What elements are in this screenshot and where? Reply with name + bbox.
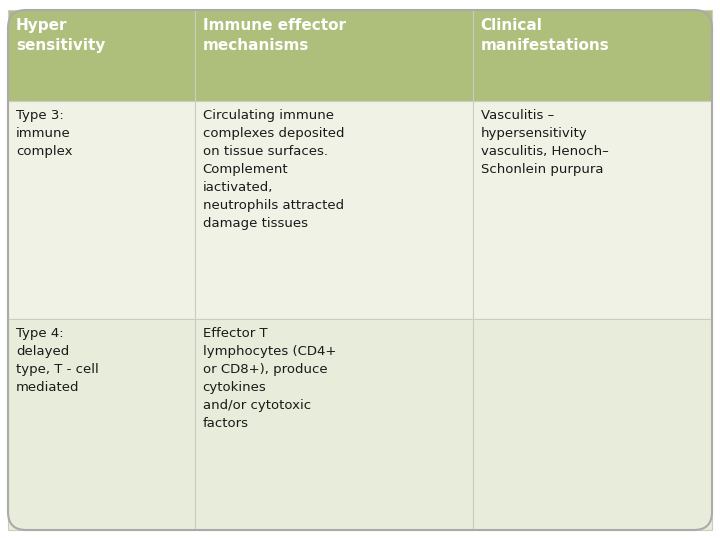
Text: Hyper
sensitivity: Hyper sensitivity: [16, 18, 105, 53]
Bar: [8, 101, 194, 319]
Bar: [8, 10, 194, 101]
Bar: [472, 319, 712, 530]
Text: Clinical
manifestations: Clinical manifestations: [481, 18, 609, 53]
Bar: [472, 101, 712, 319]
Bar: [194, 319, 472, 530]
Bar: [8, 319, 194, 530]
Text: Type 3:
immune
complex: Type 3: immune complex: [16, 109, 73, 158]
Bar: [472, 10, 712, 101]
Text: Effector T
lymphocytes (CD4+
or CD8+), produce
cytokines
and/or cytotoxic
factor: Effector T lymphocytes (CD4+ or CD8+), p…: [202, 327, 336, 430]
Text: Immune effector
mechanisms: Immune effector mechanisms: [202, 18, 346, 53]
Text: Vasculitis –
hypersensitivity
vasculitis, Henoch–
Schonlein purpura: Vasculitis – hypersensitivity vasculitis…: [481, 109, 608, 176]
Bar: [194, 101, 472, 319]
Text: Circulating immune
complexes deposited
on tissue surfaces.
Complement
iactivated: Circulating immune complexes deposited o…: [202, 109, 344, 230]
Text: Type 4:
delayed
type, T - cell
mediated: Type 4: delayed type, T - cell mediated: [16, 327, 99, 394]
Bar: [194, 10, 472, 101]
